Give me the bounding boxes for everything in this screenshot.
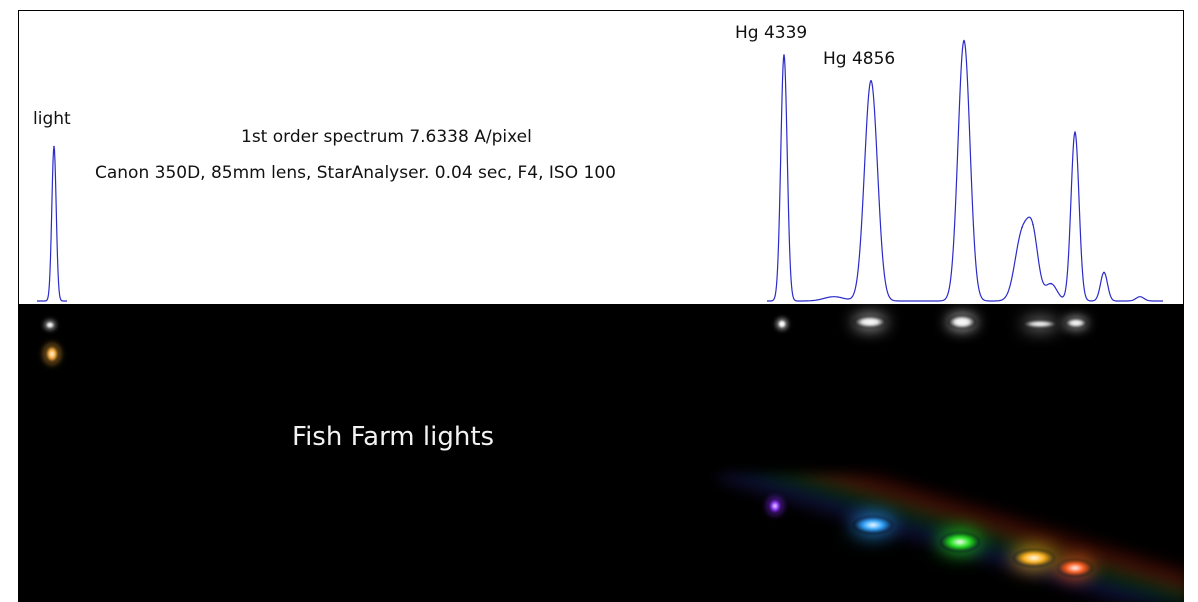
light-source-zero-order-white — [45, 321, 55, 329]
profile-peak-point-1 — [783, 54, 785, 56]
spectrum-profile-panel: light Hg 4339 Hg 4856 1st order spectrum… — [18, 10, 1184, 304]
profile-peak-point-3 — [963, 39, 965, 42]
spectrum-profile-chart — [37, 39, 1163, 302]
light-source-upper-line-5 — [1065, 318, 1087, 328]
profile-peak-point-0 — [53, 145, 55, 148]
spectrum-photo-panel: Fish Farm lights — [18, 304, 1184, 602]
annotation-hg-4856: Hg 4856 — [823, 49, 896, 69]
light-source-upper-line-3 — [948, 315, 976, 329]
photo-title: Fish Farm lights — [292, 422, 495, 452]
profile-line-light — [37, 146, 67, 302]
profile-peak-point-7 — [1074, 131, 1076, 134]
spectrum-order-text: 1st order spectrum 7.6338 A/pixel — [241, 127, 532, 147]
light-source-upper-line-4 — [1023, 320, 1057, 328]
light-source-blue-line — [853, 516, 893, 534]
light-source-upper-line-1 — [777, 319, 787, 329]
camera-settings-text: Canon 350D, 85mm lens, StarAnalyser. 0.0… — [95, 163, 616, 183]
light-source-zero-order-orange — [45, 345, 59, 363]
profile-peak-point-8 — [1103, 271, 1105, 274]
profile-peak-point-6 — [1050, 282, 1052, 285]
profile-peak-point-5 — [1032, 223, 1034, 226]
light-source-upper-line-2 — [854, 316, 886, 328]
annotation-light: light — [33, 109, 71, 129]
light-source-yellow-line — [1013, 549, 1055, 567]
profile-peak-point-4 — [1021, 226, 1023, 229]
light-source-green-line — [940, 532, 980, 552]
light-source-red-line — [1057, 559, 1093, 577]
annotation-hg-4339: Hg 4339 — [735, 23, 808, 43]
profile-peak-point-2 — [870, 80, 872, 82]
profile-line-emission — [767, 39, 1163, 302]
light-source-violet-line — [768, 498, 782, 514]
